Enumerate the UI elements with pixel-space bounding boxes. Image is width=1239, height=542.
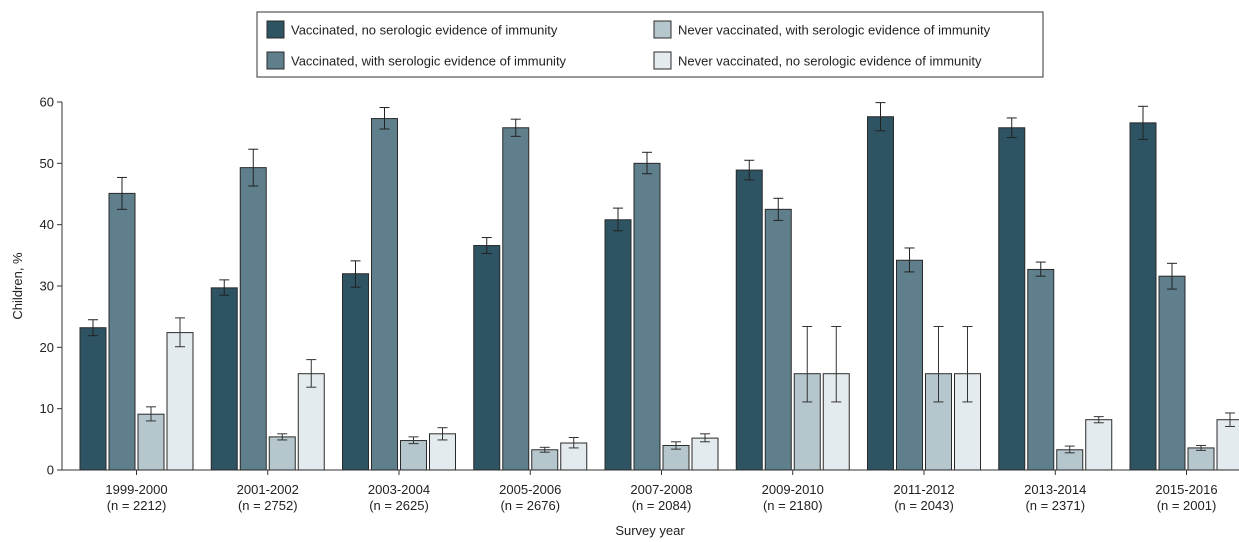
bar [896,259,923,471]
bar [764,208,792,471]
legend-swatch [653,20,672,39]
x-tick-label: 2005-2006 [499,482,561,497]
bar [531,449,559,471]
x-tick-sublabel: (n = 2180) [763,498,823,513]
bar [691,437,719,471]
x-tick-sublabel: (n = 2676) [500,498,560,513]
x-axis-title: Survey year [615,523,685,538]
y-tick-label: 60 [40,95,54,110]
legend-swatch [653,51,672,70]
legend-swatch [266,51,285,70]
x-tick-label: 2003-2004 [368,482,430,497]
legend-label: Never vaccinated, no serologic evidence … [678,54,982,69]
bar [1216,419,1239,471]
legend: Vaccinated, no serologic evidence of imm… [256,11,1044,78]
bar [1158,275,1186,471]
bar [400,440,427,471]
x-tick-label: 2009-2010 [762,482,824,497]
bar [137,413,165,471]
x-axis: 1999-2000(n = 2212) 2001-2002(n = 2752) 20… [62,469,1239,513]
legend-label: Vaccinated, with serologic evidence of i… [291,54,567,69]
y-axis: 0 10 20 30 40 50 60 [40,95,63,478]
x-tick-label: 2007-2008 [630,482,692,497]
bar [735,169,763,471]
x-tick-sublabel: (n = 2752) [238,498,298,513]
x-tick-sublabel: (n = 2371) [1025,498,1085,513]
bar [502,127,530,471]
bar [633,162,661,471]
bar [604,219,632,471]
bars [79,102,1239,471]
legend-swatch [266,20,285,39]
y-tick-label: 0 [47,463,54,478]
x-tick-sublabel: (n = 2084) [632,498,692,513]
bar [1187,447,1215,471]
bar [1085,419,1113,471]
y-tick-label: 10 [40,401,54,416]
bar [867,116,894,471]
x-tick-sublabel: (n = 2625) [369,498,429,513]
legend-box [256,11,1044,78]
x-tick-label: 2011-2012 [893,482,954,497]
bar [342,273,369,471]
y-tick-label: 50 [40,156,54,171]
bar [166,332,194,471]
legend-label: Vaccinated, no serologic evidence of imm… [291,23,558,38]
x-tick-label: 1999-2000 [105,482,167,497]
y-tick-label: 30 [40,279,54,294]
bar [1027,268,1055,471]
bar [108,192,136,471]
x-tick-sublabel: (n = 2043) [894,498,954,513]
bar [79,327,107,471]
y-tick-label: 40 [40,217,54,232]
legend-label: Never vaccinated, with serologic evidenc… [678,23,991,38]
x-tick-sublabel: (n = 2001) [1157,498,1217,513]
bar [210,287,238,471]
bar [998,127,1026,471]
x-tick-label: 2015-2016 [1155,482,1217,497]
bar [268,436,296,471]
y-axis-title: Children, % [10,252,25,320]
x-tick-sublabel: (n = 2212) [107,498,167,513]
bar [371,118,398,471]
x-tick-label: 2013-2014 [1024,482,1086,497]
bar [1129,122,1157,471]
x-tick-label: 2001-2002 [237,482,299,497]
bar [239,167,267,471]
bar [297,373,325,471]
y-tick-label: 20 [40,340,54,355]
bar [473,245,501,471]
